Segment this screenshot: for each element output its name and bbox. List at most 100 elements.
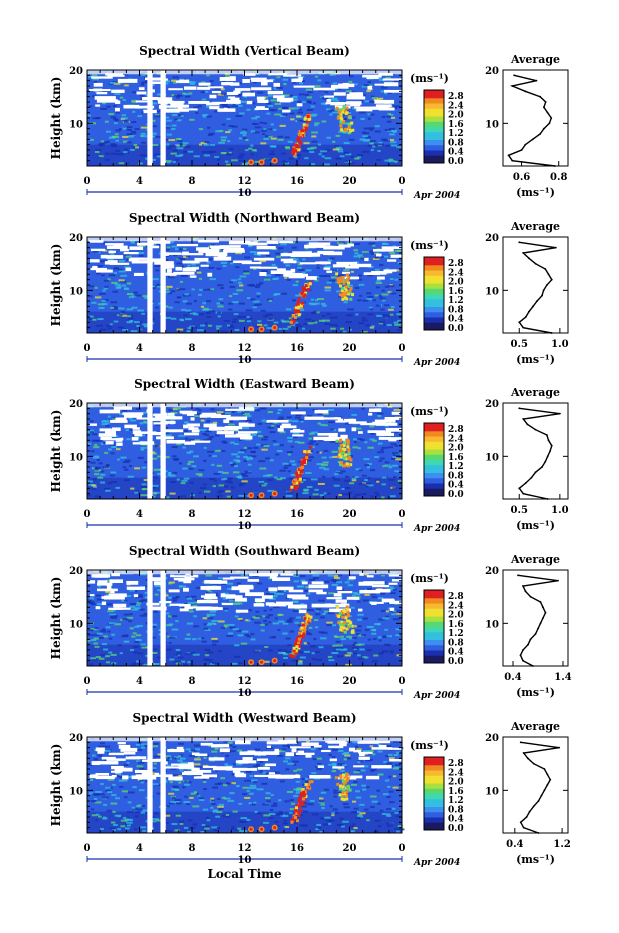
heatmap-cell — [110, 153, 116, 155]
heatmap-cell — [152, 144, 158, 146]
feature-cell — [349, 621, 352, 624]
heatmap-cell — [334, 485, 340, 487]
feature-cell — [349, 116, 352, 119]
heatmap-cell — [105, 153, 109, 155]
heatmap-cell — [262, 133, 265, 135]
heatmap-cell — [239, 112, 245, 114]
feature-cell — [289, 654, 292, 657]
heatmap-cell — [279, 416, 284, 418]
missing-cell — [233, 260, 252, 263]
missing-cell — [352, 427, 357, 431]
heatmap-cell — [155, 269, 159, 271]
x-tick-label: 4 — [136, 343, 143, 354]
heatmap-cell — [186, 255, 190, 257]
heatmap-cell — [194, 745, 200, 747]
heatmap-cell — [110, 827, 116, 829]
heatmap-cell — [106, 141, 110, 143]
heatmap-cell — [114, 267, 119, 269]
heatmap-cell — [263, 315, 268, 317]
heatmap-cell — [291, 803, 295, 805]
heatmap-cell — [356, 748, 362, 750]
missing-cell — [165, 421, 175, 424]
heatmap-cell — [231, 828, 234, 830]
heatmap-cell — [176, 663, 181, 665]
heatmap-cell — [337, 655, 343, 657]
heatmap-cell — [229, 125, 234, 127]
panel-title: Spectral Width (Eastward Beam) — [134, 377, 355, 391]
feature-cell — [348, 126, 351, 129]
heatmap-cell — [90, 431, 94, 433]
heatmap-cell — [330, 429, 334, 431]
heatmap-cell — [129, 296, 134, 298]
average-x-label: (ms⁻¹) — [516, 353, 555, 366]
heatmap-cell — [167, 134, 172, 136]
heatmap-cell — [287, 437, 293, 439]
heatmap-cell — [112, 136, 119, 138]
average-profile-point — [559, 413, 561, 415]
heatmap-cell — [234, 656, 240, 658]
heatmap-cell — [380, 309, 385, 311]
heatmap-cell — [236, 476, 241, 478]
heatmap-cell — [180, 758, 186, 760]
heatmap-cell — [105, 591, 110, 593]
heatmap-cell — [141, 83, 145, 85]
heatmap-cell — [105, 425, 109, 427]
heatmap-cell — [312, 320, 315, 322]
heatmap-cell — [349, 482, 354, 484]
missing-cell — [320, 261, 327, 264]
feature-cell — [342, 276, 345, 279]
panel-1: Spectral Width (Northward Beam)2010Heigh… — [49, 211, 569, 368]
average-profile-point — [535, 429, 537, 431]
heatmap-cell — [392, 808, 396, 810]
heatmap-cell — [166, 286, 172, 288]
heatmap-cell — [94, 794, 98, 796]
heatmap-cell — [180, 143, 183, 145]
heatmap-cell — [135, 146, 139, 148]
heatmap-cell — [263, 822, 269, 824]
heatmap-cell — [219, 298, 224, 300]
heatmap-cell — [203, 781, 206, 783]
heatmap-cell — [87, 495, 91, 497]
heatmap-cell — [116, 112, 120, 114]
heatmap-cell — [171, 80, 176, 82]
heatmap-cell — [131, 121, 136, 123]
average-profile-point — [545, 101, 547, 103]
heatmap-cell — [95, 467, 102, 469]
colorbar-tick-label: 0.0 — [448, 324, 464, 334]
heatmap-cell — [170, 481, 176, 483]
y-axis-label: Height (km) — [49, 577, 63, 660]
heatmap-cell — [391, 613, 395, 615]
missing-cell — [118, 608, 131, 610]
heatmap-cell — [181, 661, 185, 663]
heatmap-cell — [231, 453, 237, 455]
heatmap-cell — [204, 491, 210, 493]
heatmap-cell — [171, 290, 175, 292]
heatmap-cell — [336, 581, 342, 583]
missing-cell — [273, 83, 280, 87]
heatmap-cell — [217, 806, 224, 808]
heatmap-cell — [388, 309, 394, 311]
heatmap-cell — [278, 649, 282, 651]
feature-cell — [292, 152, 295, 155]
missing-cell — [332, 766, 344, 768]
missing-cell — [116, 442, 122, 445]
heatmap-cell — [318, 827, 322, 829]
heatmap-cell — [210, 80, 214, 82]
missing-cell — [164, 273, 176, 276]
heatmap-cell — [317, 298, 324, 300]
heatmap-cell — [332, 584, 338, 586]
x-tick-label: 4 — [136, 176, 143, 187]
heatmap-cell — [276, 76, 280, 78]
heatmap-cell — [238, 634, 244, 636]
feature-cell — [341, 616, 344, 619]
heatmap-cell — [215, 130, 222, 132]
missing-cell — [205, 413, 209, 417]
y-tick-label: 10 — [69, 286, 83, 297]
heatmap-cell — [141, 313, 145, 315]
heatmap-cell — [366, 90, 371, 92]
missing-cell — [197, 87, 210, 90]
heatmap-cell — [117, 459, 120, 461]
heatmap-cell — [201, 306, 204, 308]
panel-title: Spectral Width (Westward Beam) — [132, 711, 356, 725]
average-profile-point — [525, 482, 527, 484]
